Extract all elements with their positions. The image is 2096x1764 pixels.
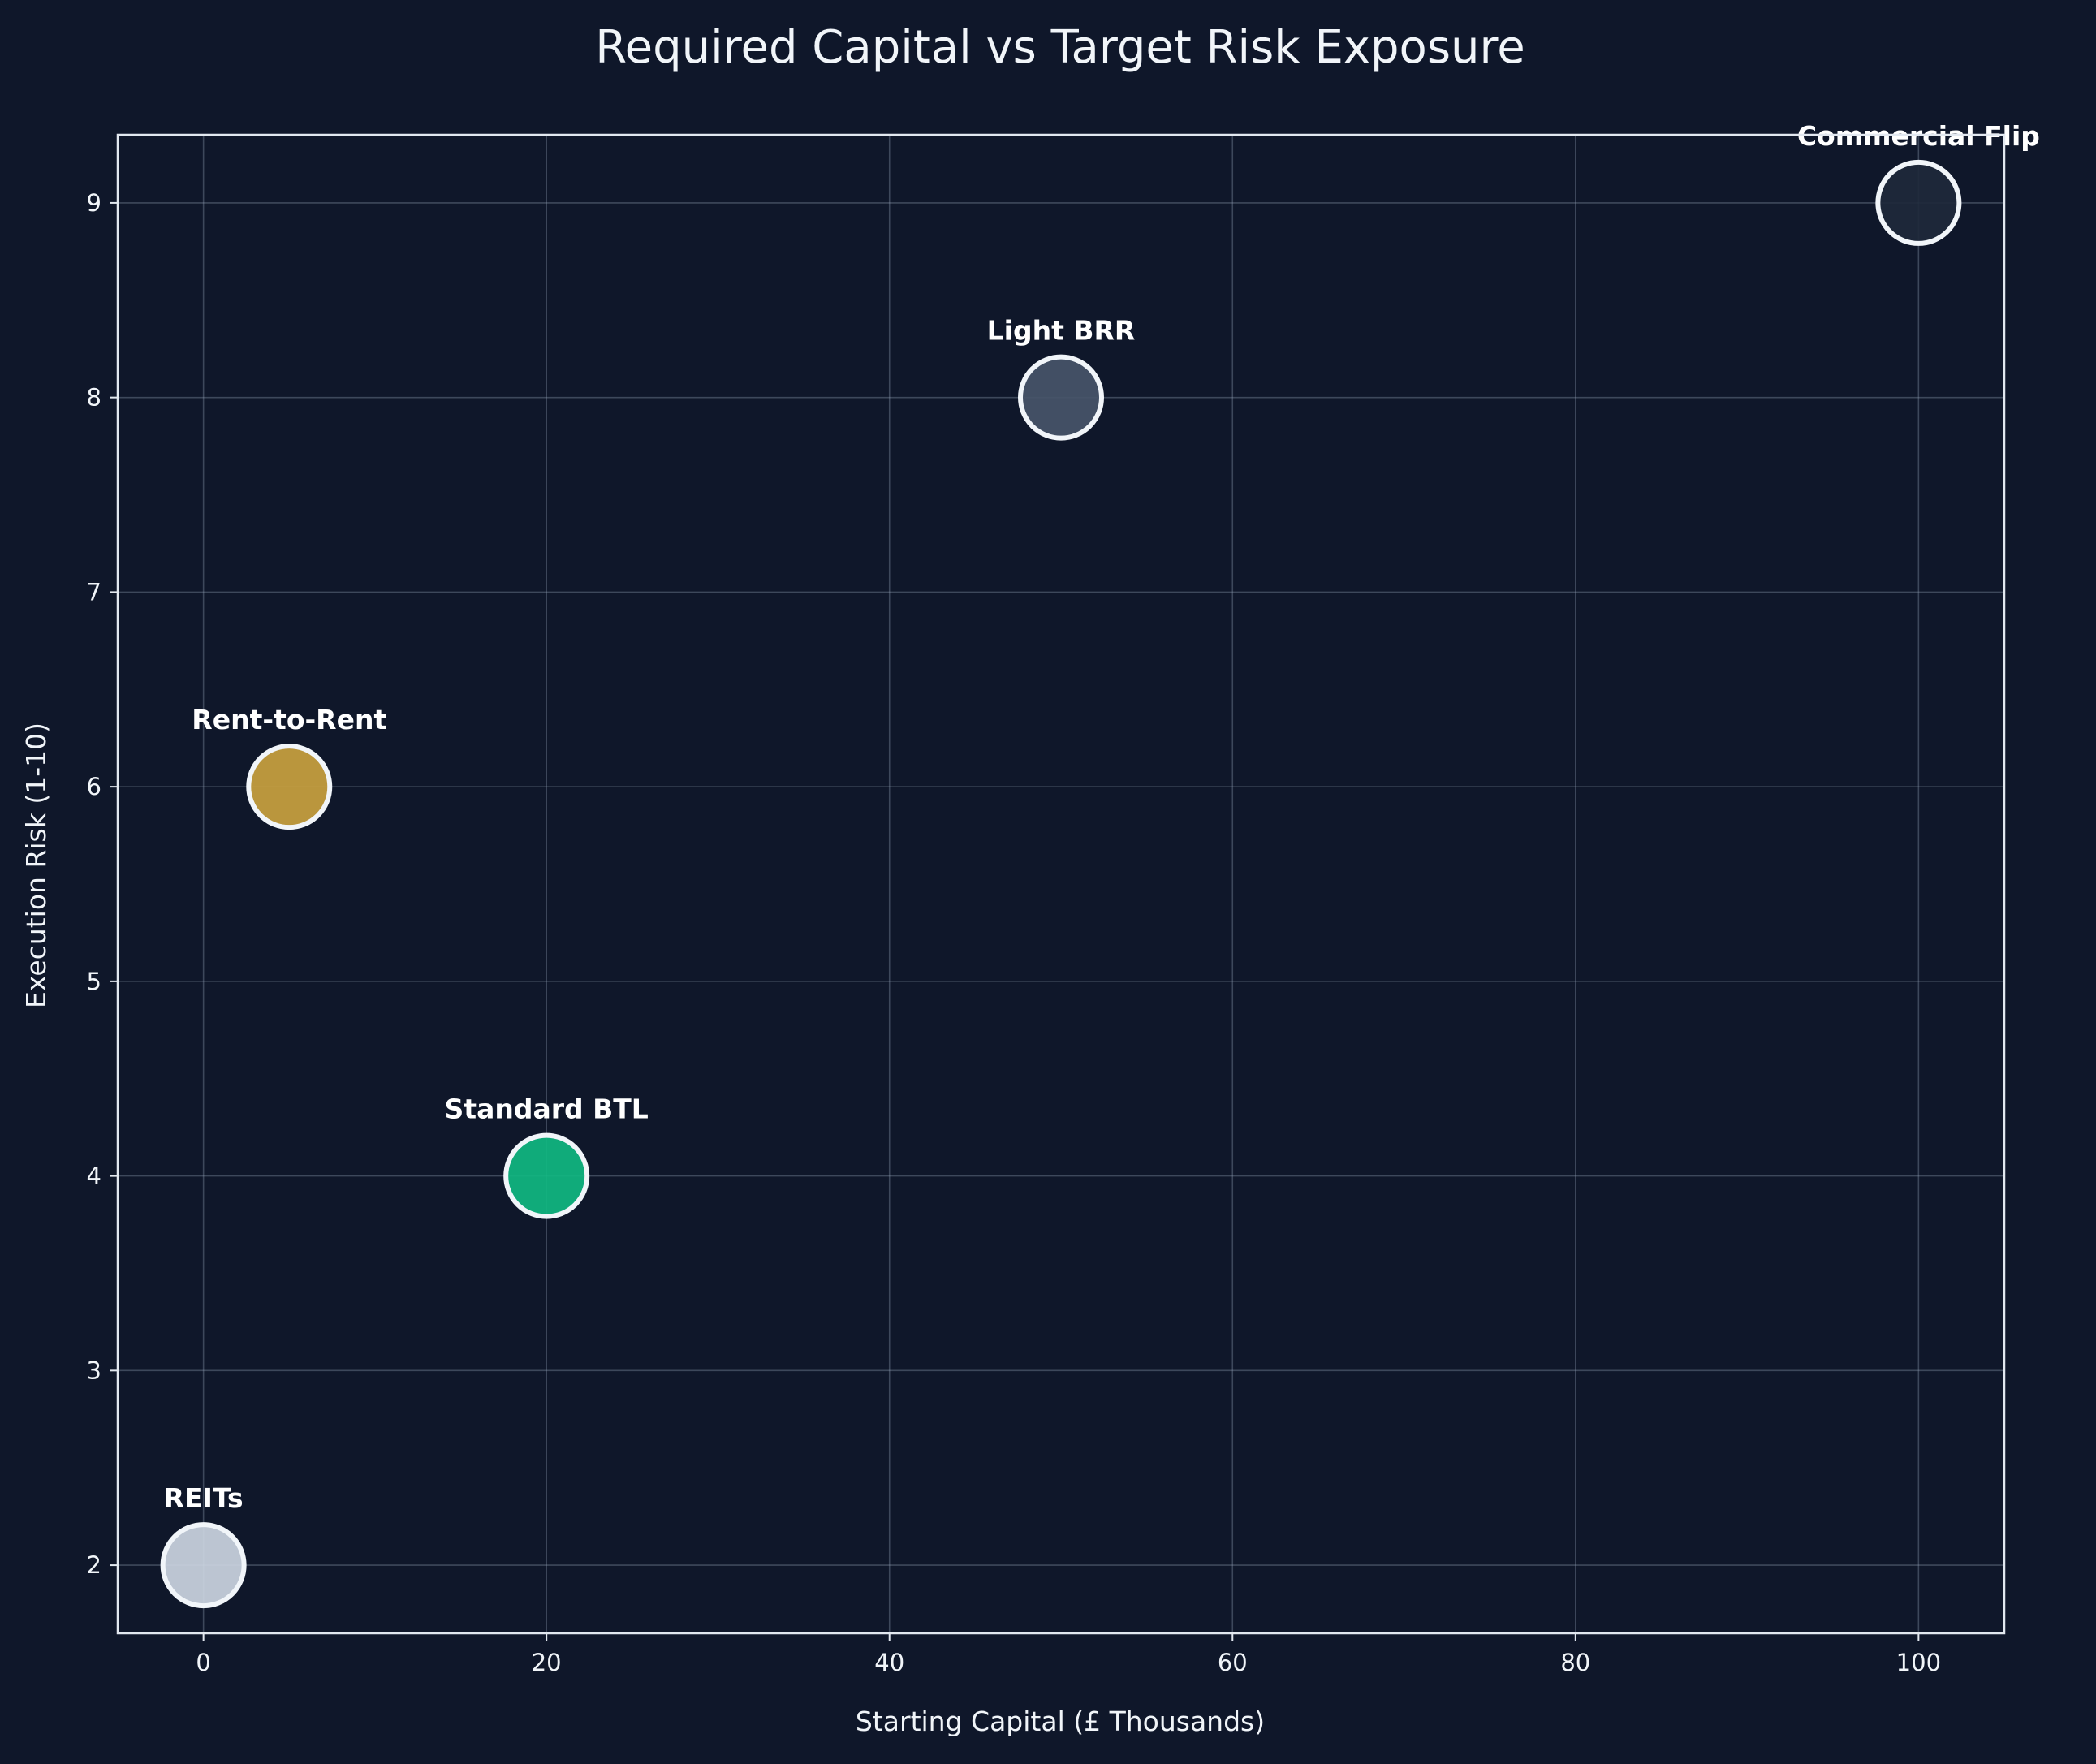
x-tick-label: 0	[196, 1649, 210, 1676]
x-tick-label: 80	[1560, 1649, 1590, 1676]
x-tick-label: 20	[532, 1649, 562, 1676]
y-tick-label: 4	[87, 1162, 101, 1190]
data-points: REITs Standard BTL Rent-to-Rent Light BRR Co…	[160, 120, 2040, 1609]
data-point	[503, 1132, 590, 1219]
data-point	[1875, 159, 1962, 246]
x-tick-label: 40	[874, 1649, 904, 1676]
y-tick-label: 7	[87, 578, 101, 606]
x-tick-label: 60	[1218, 1649, 1248, 1676]
data-point	[160, 1522, 247, 1609]
y-tick-label: 5	[87, 968, 101, 995]
y-tick-label: 9	[87, 189, 101, 217]
point-label: REITs	[164, 1482, 244, 1514]
data-point	[1018, 354, 1104, 441]
plot-frame	[116, 133, 2006, 1635]
chart-title: Required Capital vs Target Risk Exposure	[595, 21, 1525, 74]
point-label: Light BRR	[987, 315, 1136, 347]
y-tick-label: 6	[87, 773, 101, 800]
axis-ticks: 0 20 40 60 80 100 2 3 4 5 6 7 8 9	[87, 189, 1941, 1676]
point-label: Commercial Flip	[1797, 120, 2040, 152]
data-point	[246, 744, 333, 830]
y-axis-label: Execution Risk (1-10)	[20, 722, 52, 1008]
y-tick-label: 8	[87, 384, 101, 412]
x-axis-label: Starting Capital (£ Thousands)	[856, 1706, 1265, 1737]
y-tick-label: 2	[87, 1551, 101, 1579]
point-label: Standard BTL	[445, 1093, 649, 1125]
x-tick-label: 100	[1896, 1649, 1941, 1676]
point-label: Rent-to-Rent	[192, 704, 386, 735]
y-tick-label: 3	[87, 1356, 101, 1384]
